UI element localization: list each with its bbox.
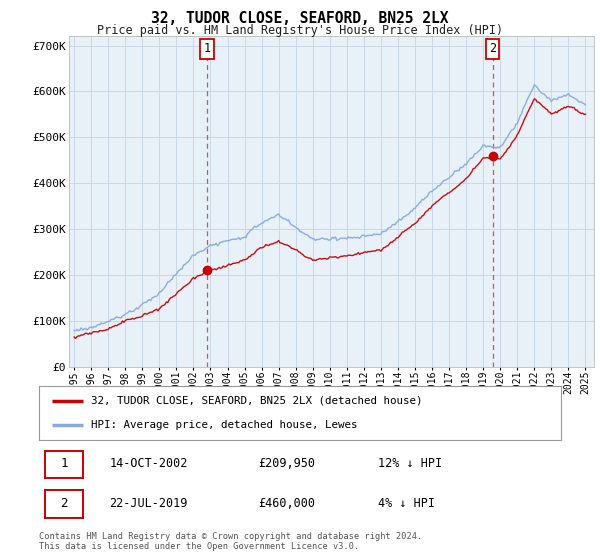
Text: 2: 2 (61, 497, 68, 510)
Text: Price paid vs. HM Land Registry's House Price Index (HPI): Price paid vs. HM Land Registry's House … (97, 24, 503, 36)
Text: 14-OCT-2002: 14-OCT-2002 (109, 458, 188, 470)
Text: Contains HM Land Registry data © Crown copyright and database right 2024.
This d: Contains HM Land Registry data © Crown c… (39, 532, 422, 552)
Text: £460,000: £460,000 (258, 497, 315, 510)
Text: 1: 1 (61, 458, 68, 470)
Text: 1: 1 (203, 43, 211, 55)
Text: 4% ↓ HPI: 4% ↓ HPI (379, 497, 436, 510)
Text: 32, TUDOR CLOSE, SEAFORD, BN25 2LX (detached house): 32, TUDOR CLOSE, SEAFORD, BN25 2LX (deta… (91, 396, 422, 406)
Text: £209,950: £209,950 (258, 458, 315, 470)
FancyBboxPatch shape (45, 491, 83, 518)
Text: 32, TUDOR CLOSE, SEAFORD, BN25 2LX: 32, TUDOR CLOSE, SEAFORD, BN25 2LX (151, 11, 449, 26)
Text: 2: 2 (489, 43, 496, 55)
FancyBboxPatch shape (45, 451, 83, 478)
Text: HPI: Average price, detached house, Lewes: HPI: Average price, detached house, Lewe… (91, 420, 358, 430)
Text: 22-JUL-2019: 22-JUL-2019 (109, 497, 188, 510)
Text: 12% ↓ HPI: 12% ↓ HPI (379, 458, 442, 470)
